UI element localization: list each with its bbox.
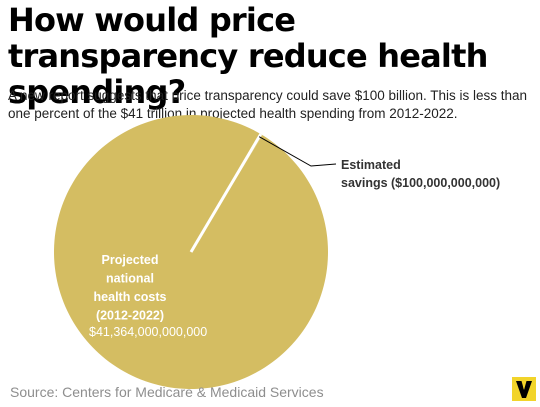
savings-leader-line <box>258 136 337 167</box>
label-estimated-savings-line: Estimated <box>341 158 401 172</box>
chart-title: How would price transparency reduce heal… <box>8 1 488 111</box>
chart-subtitle: A new report suggests that price transpa… <box>8 88 528 121</box>
vox-v-icon <box>516 381 532 398</box>
label-estimated-savings: Estimated savings ($100,000,000,000) <box>341 158 500 190</box>
label-projected-costs-line: national <box>106 272 154 286</box>
label-estimated-savings-line: savings ($100,000,000,000) <box>341 176 500 190</box>
label-projected-costs-line: Projected <box>102 253 159 267</box>
label-projected-costs-line: (2012-2022) <box>96 309 164 323</box>
label-projected-costs-line: health costs <box>94 290 167 304</box>
savings-slice-separator <box>189 133 263 253</box>
value-label-projected-costs: $41,364,000,000,000 <box>89 325 207 339</box>
label-projected-costs: Projected national health costs (2012-2022) <box>94 253 167 323</box>
vox-logo <box>512 377 536 401</box>
source-note: Source: Centers for Medicare & Medicaid … <box>10 384 324 400</box>
